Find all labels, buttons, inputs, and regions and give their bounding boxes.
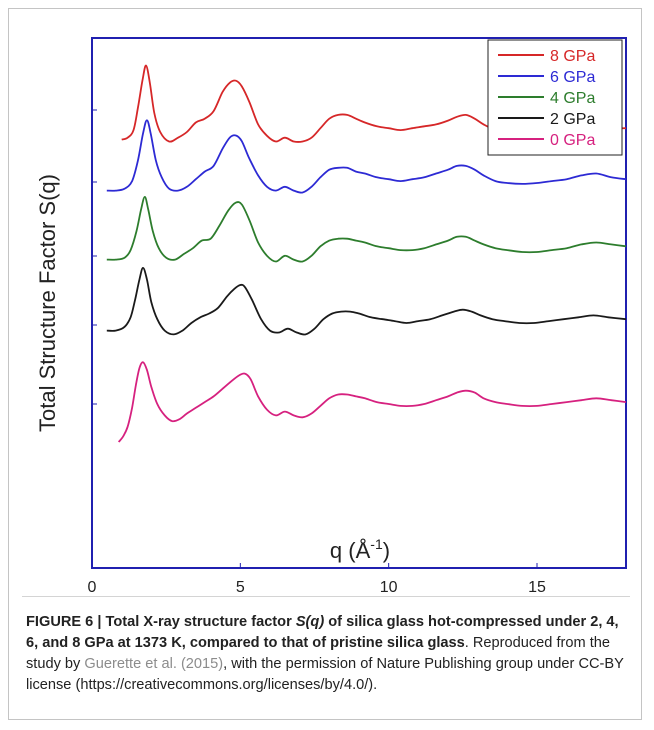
figure-title-part2: of silica glass hot-compressed under 2, …: [26, 614, 619, 651]
plot-area-border: [91, 37, 627, 569]
caption-body-part2: , with the permission of Nature Publishi…: [26, 656, 624, 693]
x-tick-label: 15: [528, 579, 546, 596]
y-axis-label: Total Structure Factor S(q): [35, 174, 60, 432]
figure-separator: |: [93, 614, 106, 630]
legend-label: 2 GPa: [550, 111, 595, 128]
series-line-2-gpa: [106, 266, 627, 336]
legend-label: 8 GPa: [550, 48, 595, 65]
legend: 8 GPa 6 GPa 4 GPa 2 GPa 0 GPa: [487, 39, 623, 156]
figure-label: FIGURE 6: [26, 614, 94, 630]
structure-factor-chart: 0 5 10 15 8 GPa 6 GPa 4 GPa 2 GPa 0 GPa Total S…: [35, 37, 627, 596]
legend-label: 4 GPa: [550, 90, 595, 107]
figure-caption: FIGURE 6 | Total X-ray structure factor …: [26, 612, 626, 696]
series-line-4-gpa: [106, 195, 627, 263]
y-axis-ticks: [92, 109, 97, 405]
series-lines: [106, 64, 627, 443]
x-axis-label-close: ): [383, 538, 390, 563]
x-axis-label-base: q (Å: [330, 538, 371, 563]
caption-divider: [22, 596, 630, 597]
x-tick-label: 0: [88, 579, 97, 596]
x-axis-label-sup: -1: [370, 536, 383, 552]
caption-body-part1: . Reproduced from the study by: [26, 635, 610, 672]
figure-title-italic: S(q): [295, 614, 325, 630]
series-line-6-gpa: [106, 119, 627, 194]
x-axis-label: q (Å-1): [330, 536, 390, 563]
x-axis-ticks: 0 5 10 15: [88, 563, 546, 596]
figure-title: Total X-ray structure factor S(q) of sil…: [26, 614, 619, 651]
x-tick-label: 10: [380, 579, 398, 596]
legend-label: 6 GPa: [550, 69, 595, 86]
reference-link[interactable]: Guerette et al. (2015): [84, 656, 224, 672]
x-tick-label: 5: [236, 579, 245, 596]
series-line-0-gpa: [117, 361, 627, 443]
legend-label: 0 GPa: [550, 132, 595, 149]
figure-title-part1: Total X-ray structure factor: [105, 614, 296, 630]
